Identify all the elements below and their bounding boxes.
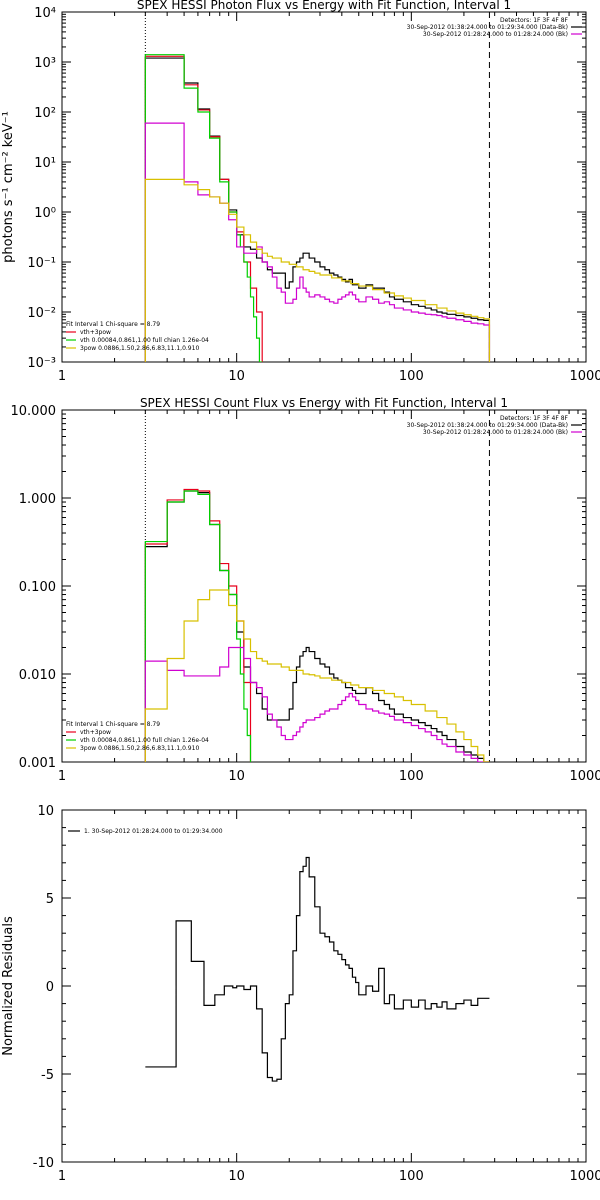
- legend-entry: 3pow 0.0886,1.50,2.86,6.83,11.1,0.910: [80, 745, 199, 752]
- y-axis-label: photons s⁻¹ cm⁻² keV⁻¹: [1, 111, 16, 263]
- legend-entry: vth+3pow: [80, 329, 111, 336]
- series-line-magenta: [144, 122, 491, 362]
- series-line-black: [144, 490, 490, 762]
- x-tick-label: 1000: [569, 369, 600, 384]
- chart-panel-1: SPEX HESSI Photon Flux vs Energy with Fi…: [1, 0, 600, 384]
- x-tick-label: 10: [228, 369, 245, 384]
- series-line-black: [145, 856, 490, 1082]
- x-tick-label: 10: [228, 769, 245, 784]
- plot-frame: [61, 11, 587, 363]
- x-tick-label: 1: [58, 1169, 66, 1184]
- legend-entry: Detectors: 1F 3F 4F 8F: [500, 415, 569, 422]
- y-tick-label: 0: [46, 980, 54, 995]
- x-tick-label: 100: [399, 369, 424, 384]
- legend-entry: vth 0.00084,0.861,1.00 full chian 1.26e-…: [80, 337, 209, 344]
- legend-entry: vth+3pow: [80, 729, 111, 736]
- legend-entry: 30-Sep-2012 01:38:24.000 to 01:29:34.000…: [407, 24, 568, 31]
- series-line-magenta: [144, 646, 490, 762]
- y-tick-label: 0.001: [19, 756, 56, 771]
- y-tick-label: 1.000: [19, 492, 56, 507]
- x-tick-label: 1: [58, 769, 66, 784]
- y-tick-label: 0.010: [19, 668, 56, 683]
- x-tick-label: 10: [228, 1169, 245, 1184]
- plot-frame: [61, 809, 587, 1163]
- y-tick-label: 10: [37, 804, 54, 819]
- x-tick-label: 1000: [569, 1169, 600, 1184]
- chart-title: SPEX HESSI Photon Flux vs Energy with Fi…: [137, 0, 511, 12]
- chart-panel-3: Normalized Residuals 1 10 100 1000 -10 -5 0 5 10 1…: [1, 804, 600, 1184]
- legend-entry: Fit Interval 1 Chi-square = 8.79: [66, 721, 160, 728]
- chart-title: SPEX HESSI Count Flux vs Energy with Fit…: [140, 396, 508, 410]
- plot-frame: [61, 409, 587, 763]
- y-tick-label: 10²: [34, 106, 56, 121]
- chart-panel-2: SPEX HESSI Count Flux vs Energy with Fit…: [11, 396, 600, 784]
- x-tick-label: 100: [399, 769, 424, 784]
- series-group: [144, 54, 491, 362]
- x-tick-label: 1000: [569, 769, 600, 784]
- legend-entry: 30-Sep-2012 01:28:24.000 to 01:28:24.000…: [423, 429, 568, 436]
- series-group: [144, 488, 490, 762]
- y-tick-label: 10⁻²: [27, 306, 56, 321]
- y-tick-label: -5: [41, 1068, 54, 1083]
- x-tick-label: 1: [58, 369, 66, 384]
- legend-entry: 30-Sep-2012 01:38:24.000 to 01:29:34.000…: [407, 422, 568, 429]
- legend-entry: Fit Interval 1 Chi-square = 8.79: [66, 321, 160, 328]
- series-line-yellow: [144, 589, 490, 762]
- y-tick-label: 10.000: [11, 404, 57, 419]
- legend-entry: 30-Sep-2012 01:28:24.000 to 01:28:24.000…: [423, 31, 568, 38]
- y-tick-label: 10⁴: [34, 6, 56, 21]
- y-tick-label: 10³: [34, 56, 56, 71]
- y-tick-label: 10¹: [34, 156, 56, 171]
- y-tick-label: 10⁻³: [27, 356, 56, 371]
- legend-entry: 3pow 0.0886,1.50,2.86,6.83,11.1,0.910: [80, 345, 199, 352]
- series-line-red: [144, 488, 252, 762]
- y-tick-label: 10⁻¹: [27, 256, 56, 271]
- series-line-black: [144, 57, 491, 362]
- series-line-green: [144, 490, 252, 762]
- legend-entry: vth 0.00084,0.861,1.00 full chian 1.26e-…: [80, 737, 209, 744]
- y-tick-label: 10⁰: [34, 206, 56, 221]
- y-tick-label: -10: [33, 1156, 54, 1171]
- x-tick-label: 100: [399, 1169, 424, 1184]
- legend-entry: Detectors: 1F 3F 4F 8F: [500, 17, 569, 24]
- y-tick-label: 0.100: [19, 580, 56, 595]
- y-axis-label: Normalized Residuals: [1, 916, 16, 1056]
- y-tick-label: 5: [46, 892, 54, 907]
- series-line-yellow: [144, 178, 491, 362]
- series-line-green: [144, 54, 263, 362]
- series-line-red: [144, 55, 263, 362]
- series-group: [145, 856, 490, 1082]
- legend-entry: 1. 30-Sep-2012 01:28:24.000 to 01:29:34.…: [84, 828, 223, 835]
